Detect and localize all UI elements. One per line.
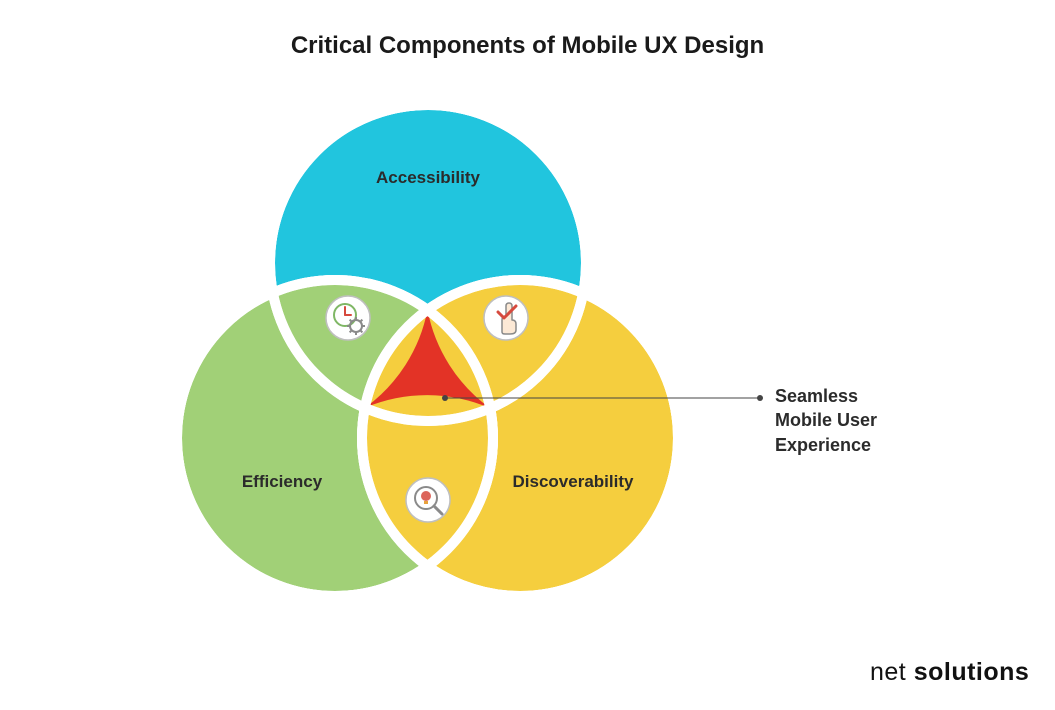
center-callout-label: SeamlessMobile UserExperience — [775, 384, 877, 457]
venn-diagram — [0, 0, 1055, 710]
callout-dot-end — [757, 395, 763, 401]
magnify-bulb-icon — [406, 478, 450, 522]
clock-gear-icon — [326, 296, 370, 340]
brand-bold: solutions — [914, 658, 1030, 686]
circle-label-accessibility: Accessibility — [338, 168, 518, 188]
brand-logo: net solutions — [870, 658, 1029, 687]
circle-label-efficiency: Efficiency — [192, 472, 372, 492]
tap-check-icon — [484, 296, 528, 340]
callout-dot-start — [442, 395, 448, 401]
brand-light: net — [870, 658, 914, 686]
circle-label-discoverability: Discoverability — [483, 472, 663, 492]
